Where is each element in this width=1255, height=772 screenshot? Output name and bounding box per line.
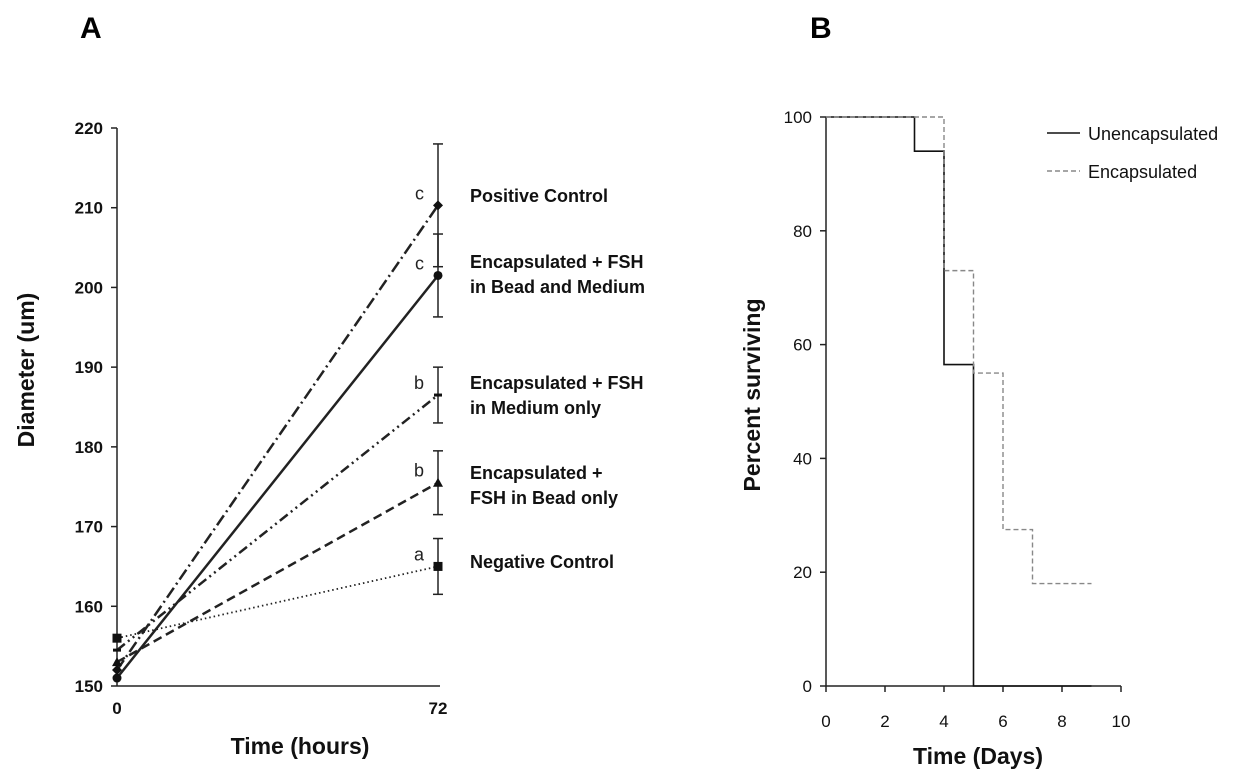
data-point [113, 648, 121, 652]
panel-a-y-label: Diameter (um) [13, 293, 39, 448]
significance-letter: b [414, 461, 424, 481]
significance-letter: b [414, 373, 424, 393]
series-label: Encapsulated + [470, 463, 603, 483]
y-tick-label: 40 [793, 449, 812, 468]
series-label: in Medium only [470, 398, 601, 418]
series-label: FSH in Bead only [470, 488, 618, 508]
significance-letter: c [415, 253, 424, 273]
series-label: Encapsulated + FSH [470, 373, 644, 393]
y-tick-label: 160 [75, 597, 103, 616]
significance-letter: c [415, 183, 424, 203]
y-tick-label: 20 [793, 563, 812, 582]
series-line [115, 204, 440, 671]
y-tick-label: 80 [793, 222, 812, 241]
survival-curve [826, 116, 1092, 585]
x-tick-label: 10 [1112, 712, 1131, 731]
data-point [433, 561, 443, 571]
legend-entry: Encapsulated [1088, 162, 1197, 182]
x-tick-label: 0 [821, 712, 830, 731]
series-line [116, 274, 439, 679]
panel-a-letter: A [80, 12, 102, 45]
series-label: Encapsulated + FSH [470, 252, 644, 272]
legend-entry: Unencapsulated [1088, 124, 1218, 144]
panel-b-letter: B [810, 12, 832, 45]
data-point [433, 270, 443, 280]
survival-curve [826, 116, 1092, 687]
series-label: Positive Control [470, 186, 608, 206]
y-tick-label: 180 [75, 438, 103, 457]
significance-letter: a [414, 544, 425, 564]
data-point [112, 633, 122, 643]
data-point [112, 665, 122, 676]
panel-a-x-label: Time (hours) [231, 733, 370, 759]
y-tick-label: 210 [75, 199, 103, 218]
panel-b-y-label: Percent surviving [739, 298, 765, 491]
y-tick-label: 200 [75, 278, 103, 297]
panel-b-x-label: Time (Days) [913, 743, 1043, 769]
x-tick-label: 72 [429, 699, 448, 718]
y-tick-label: 170 [75, 518, 103, 537]
series-line [116, 394, 439, 652]
y-tick-label: 60 [793, 336, 812, 355]
x-tick-label: 6 [998, 712, 1007, 731]
data-point [434, 393, 442, 397]
panel-a-chart: Time (hours) Diameter (um) 150 160 170 180 1… [13, 119, 645, 759]
x-tick-label: 8 [1057, 712, 1066, 731]
data-point [112, 657, 122, 667]
y-tick-label: 190 [75, 358, 103, 377]
series-label: in Bead and Medium [470, 277, 645, 297]
y-tick-label: 220 [75, 119, 103, 138]
data-point [112, 673, 122, 683]
data-point [433, 477, 443, 487]
data-point [433, 200, 443, 211]
y-tick-label: 0 [803, 677, 812, 696]
x-tick-label: 0 [112, 699, 121, 718]
y-tick-label: 150 [75, 677, 103, 696]
x-tick-label: 2 [880, 712, 889, 731]
y-tick-label: 100 [784, 108, 812, 127]
series-label: Negative Control [470, 552, 614, 572]
x-tick-label: 4 [939, 712, 948, 731]
series-line [116, 481, 439, 664]
panel-b-chart: Time (Days) Percent surviving 0204060801… [739, 108, 1218, 769]
series-line [116, 565, 439, 640]
